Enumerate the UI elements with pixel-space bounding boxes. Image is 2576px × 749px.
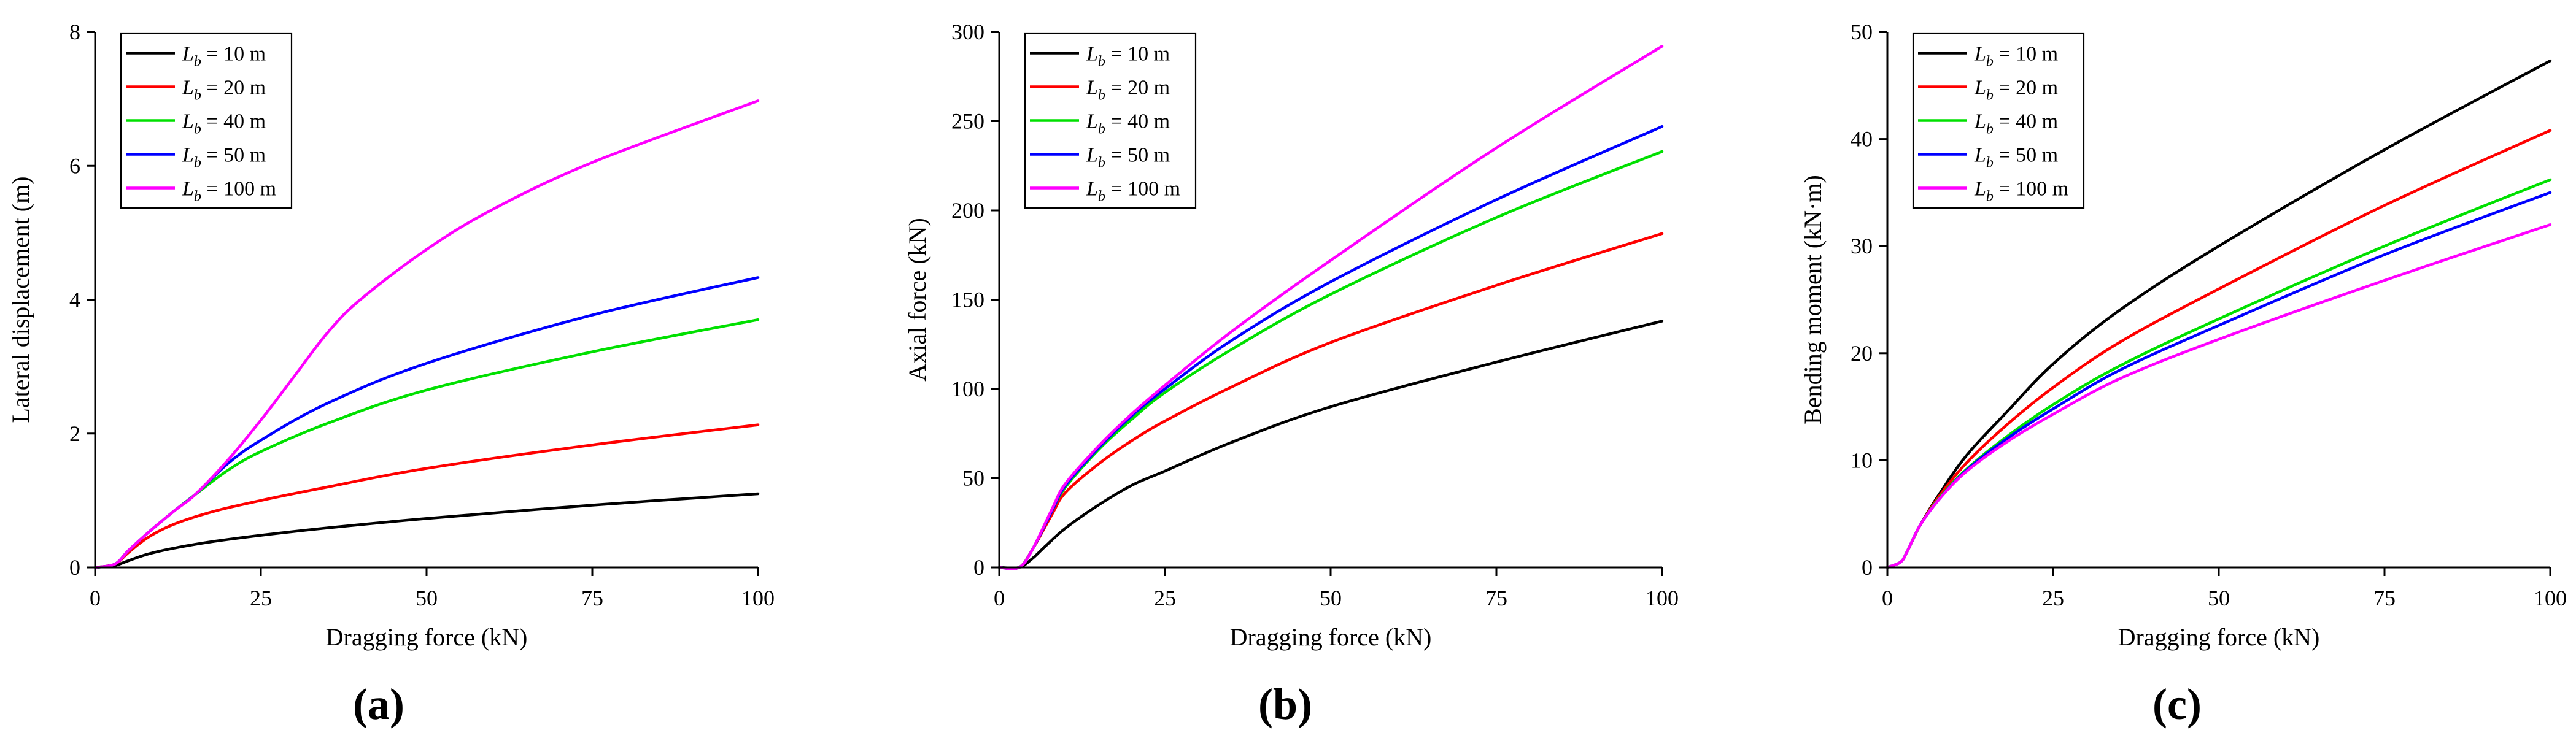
legend-label-lb-20-a: Lb = 20 m [182,77,266,104]
x-tick-label-b: 50 [1320,586,1342,610]
x-tick-label-b: 100 [1646,586,1679,610]
y-tick-label-c: 30 [1851,234,1873,258]
x-tick-label-a: 100 [741,586,775,610]
y-tick-label-a: 4 [69,288,80,312]
x-tick-label-a: 50 [416,586,438,610]
x-tick-label-b: 75 [1485,586,1507,610]
series-line-lb-50-c [1886,191,2552,569]
y-axis-label-a: Lateral displacement (m) [7,176,34,423]
x-tick-label-c: 25 [2042,586,2064,610]
x-tick-label-a: 0 [90,586,101,610]
y-tick-label-b: 250 [951,109,984,134]
legend-a: Lb = 10 m Lb = 20 m Lb = 40 m Lb = 50 m Lb =… [120,32,293,209]
legend-label-lb-50-b: Lb = 50 m [1086,144,1170,171]
y-tick-label-b: 0 [973,555,984,580]
y-tick-label-b: 150 [951,288,984,312]
panel-a-chart: 0 25 50 75 100 0 2 4 6 8 Dragging force (kN) Latera… [7,20,775,651]
y-tick-label-c: 20 [1851,341,1873,366]
y-tick-label-b: 200 [951,198,984,223]
y-tick-label-c: 0 [1862,555,1873,580]
y-tick-label-a: 2 [69,421,80,446]
x-tick-label-c: 50 [2208,586,2230,610]
legend-label-lb-10-a: Lb = 10 m [182,43,266,70]
series-line-lb-20-a [93,423,760,569]
x-tick-label-b: 25 [1154,586,1176,610]
panel-c-chart: 0 25 50 75 100 0 10 20 30 40 50 Dragging force (kN)… [1799,20,2567,651]
x-axis-label-c: Dragging force (kN) [2118,623,2320,651]
y-tick-label-a: 6 [69,153,80,178]
x-tick-label-c: 0 [1882,586,1893,610]
series-line-lb-10-b [997,320,1664,570]
legend-label-lb-20-c: Lb = 20 m [1974,77,2058,104]
series-line-lb-40-a [93,318,760,569]
series-line-lb-100-c [1886,223,2552,569]
legend-label-lb-40-c: Lb = 40 m [1974,110,2058,137]
legend-label-lb-100-a: Lb = 100 m [182,178,276,205]
x-axis-label-b: Dragging force (kN) [1230,623,1432,651]
series-line-lb-50-a [93,276,760,569]
series-line-lb-100-b [997,45,1664,570]
legend-label-lb-20-b: Lb = 20 m [1086,77,1170,104]
x-tick-label-a: 75 [581,586,603,610]
y-tick-label-c: 40 [1851,127,1873,152]
y-tick-label-b: 100 [951,377,984,401]
panel-label-a: (a) [353,680,404,729]
y-axis-label-c: Bending moment (kN·m) [1799,175,1827,424]
series-line-lb-40-c [1886,178,2552,569]
series-line-lb-100-a [93,99,760,569]
y-tick-label-c: 50 [1851,20,1873,44]
y-tick-label-b: 50 [962,466,984,491]
x-tick-label-a: 25 [250,586,272,610]
series-line-lb-10-a [93,492,760,569]
x-tick-label-b: 0 [994,586,1005,610]
legend-label-lb-40-b: Lb = 40 m [1086,110,1170,137]
panel-label-b: (b) [1258,680,1312,729]
y-tick-label-a: 0 [69,555,80,580]
x-tick-label-c: 100 [2534,586,2567,610]
x-axis-label-a: Dragging force (kN) [326,623,528,651]
panel-b-chart: 0 25 50 75 100 0 50 100 150 200 250 300 Dragging for… [903,20,1679,651]
y-tick-label-c: 10 [1851,448,1873,472]
legend-label-lb-100-b: Lb = 100 m [1086,178,1180,205]
series-line-lb-20-b [997,232,1664,570]
y-axis-label-b: Axial force (kN) [903,218,931,382]
legend-b: Lb = 10 m Lb = 20 m Lb = 40 m Lb = 50 m Lb =… [1024,32,1197,209]
panel-label-c: (c) [2152,680,2202,729]
legend-label-lb-40-a: Lb = 40 m [182,110,266,137]
legend-label-lb-10-b: Lb = 10 m [1086,43,1170,70]
legend-label-lb-10-c: Lb = 10 m [1974,43,2058,70]
x-tick-label-c: 75 [2373,586,2396,610]
legend-c: Lb = 10 m Lb = 20 m Lb = 40 m Lb = 50 m Lb =… [1912,32,2085,209]
legend-label-lb-100-c: Lb = 100 m [1974,178,2068,205]
legend-label-lb-50-a: Lb = 50 m [182,144,266,171]
y-tick-label-b: 300 [951,20,984,44]
y-tick-label-a: 8 [69,20,80,44]
legend-label-lb-50-c: Lb = 50 m [1974,144,2058,171]
